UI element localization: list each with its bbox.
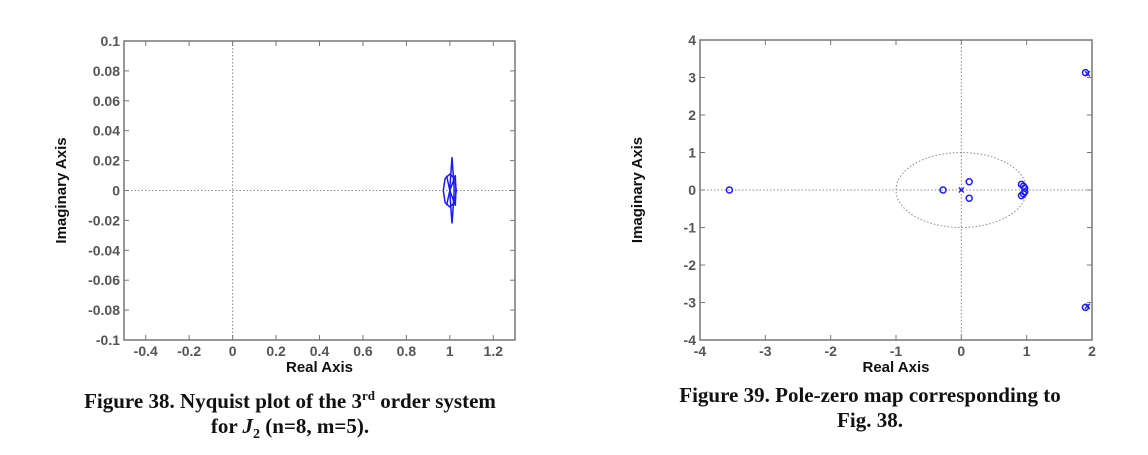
figure-39-caption: Figure 39. Pole-zero map corresponding t… <box>620 383 1120 433</box>
pole-marker <box>1084 70 1091 77</box>
x-tick-label: 1.2 <box>484 343 504 359</box>
x-tick-label: -3 <box>759 343 772 359</box>
zero-marker <box>965 194 973 202</box>
x-tick-label: -0.4 <box>134 343 158 359</box>
x-tick-label: 0.4 <box>310 343 330 359</box>
y-tick-label: 1 <box>688 145 696 161</box>
caption-variable: J <box>242 414 254 438</box>
x-tick-label: -0.2 <box>177 343 201 359</box>
x-tick-label: 1 <box>1023 343 1031 359</box>
x-tick-label: -4 <box>694 343 707 359</box>
y-tick-label: -4 <box>684 332 697 348</box>
y-tick-label: -0.04 <box>88 242 120 258</box>
y-tick-label: -0.08 <box>88 302 120 318</box>
caption-text: Figure 39. Pole-zero map corresponding t… <box>679 383 1061 407</box>
caption-superscript: rd <box>361 388 375 403</box>
x-tick-label: -1 <box>890 343 903 359</box>
caption-subscript: 2 <box>253 427 261 443</box>
y-tick-label: -0.02 <box>88 212 120 228</box>
x-tick-label: 0 <box>229 343 237 359</box>
y-tick-label: -0.06 <box>88 272 120 288</box>
caption-text: for <box>210 414 243 438</box>
x-tick-label: -2 <box>824 343 837 359</box>
zero-marker <box>939 186 947 194</box>
y-tick-label: 0.08 <box>93 63 120 79</box>
pole-marker <box>1084 303 1091 310</box>
y-tick-label: 0 <box>688 182 696 198</box>
y-tick-label: -3 <box>684 295 697 311</box>
y-tick-label: 0.06 <box>93 93 120 109</box>
zero-marker <box>1019 190 1028 198</box>
y-tick-label: 3 <box>688 70 696 86</box>
x-tick-label: 1 <box>446 343 454 359</box>
y-tick-label: 0.04 <box>93 123 120 139</box>
pole-marker <box>958 187 965 193</box>
figure-38-caption: Figure 38. Nyquist plot of the 3rd order… <box>30 383 550 447</box>
nyquist-curve <box>445 174 457 207</box>
caption-text: (n=8, m=5). <box>260 414 370 438</box>
x-tick-label: 0 <box>957 343 965 359</box>
caption-text: order system <box>374 389 496 413</box>
y-tick-label: -1 <box>684 220 697 236</box>
x-tick-label: 0.2 <box>266 343 286 359</box>
x-axis-label: Real Axis <box>286 359 353 376</box>
pole-zero-map: -4 -3 -2 -1 0 1 2 -4 -3 -2 -1 0 1 2 3 4 Real Axis Imagina… <box>629 32 1096 376</box>
zero-marker <box>965 178 973 186</box>
x-tick-label: 0.6 <box>353 343 373 359</box>
nyquist-plot: -0.4 -0.2 0 0.2 0.4 0.6 0.8 1 1.2 -0.1 -0.08 -0.06 -… <box>53 33 516 376</box>
y-tick-label: 4 <box>688 32 696 48</box>
y-tick-label: 0.02 <box>93 153 120 169</box>
x-axis-label: Real Axis <box>863 359 930 376</box>
y-axis-label: Imaginary Axis <box>53 137 70 243</box>
x-tick-label: 0.8 <box>397 343 417 359</box>
zero-marker <box>1019 182 1028 190</box>
zero-marker <box>725 186 734 194</box>
y-tick-label: 0 <box>112 183 120 199</box>
y-axis-label: Imaginary Axis <box>629 137 646 243</box>
caption-text: Fig. 38. <box>837 408 903 432</box>
y-tick-label: -2 <box>684 257 697 273</box>
y-tick-label: 2 <box>688 107 696 123</box>
x-tick-label: 2 <box>1088 343 1096 359</box>
y-tick-label: 0.1 <box>101 33 121 49</box>
caption-text: Figure 38. Nyquist plot of the 3 <box>84 389 362 413</box>
y-tick-label: -0.1 <box>96 332 120 348</box>
